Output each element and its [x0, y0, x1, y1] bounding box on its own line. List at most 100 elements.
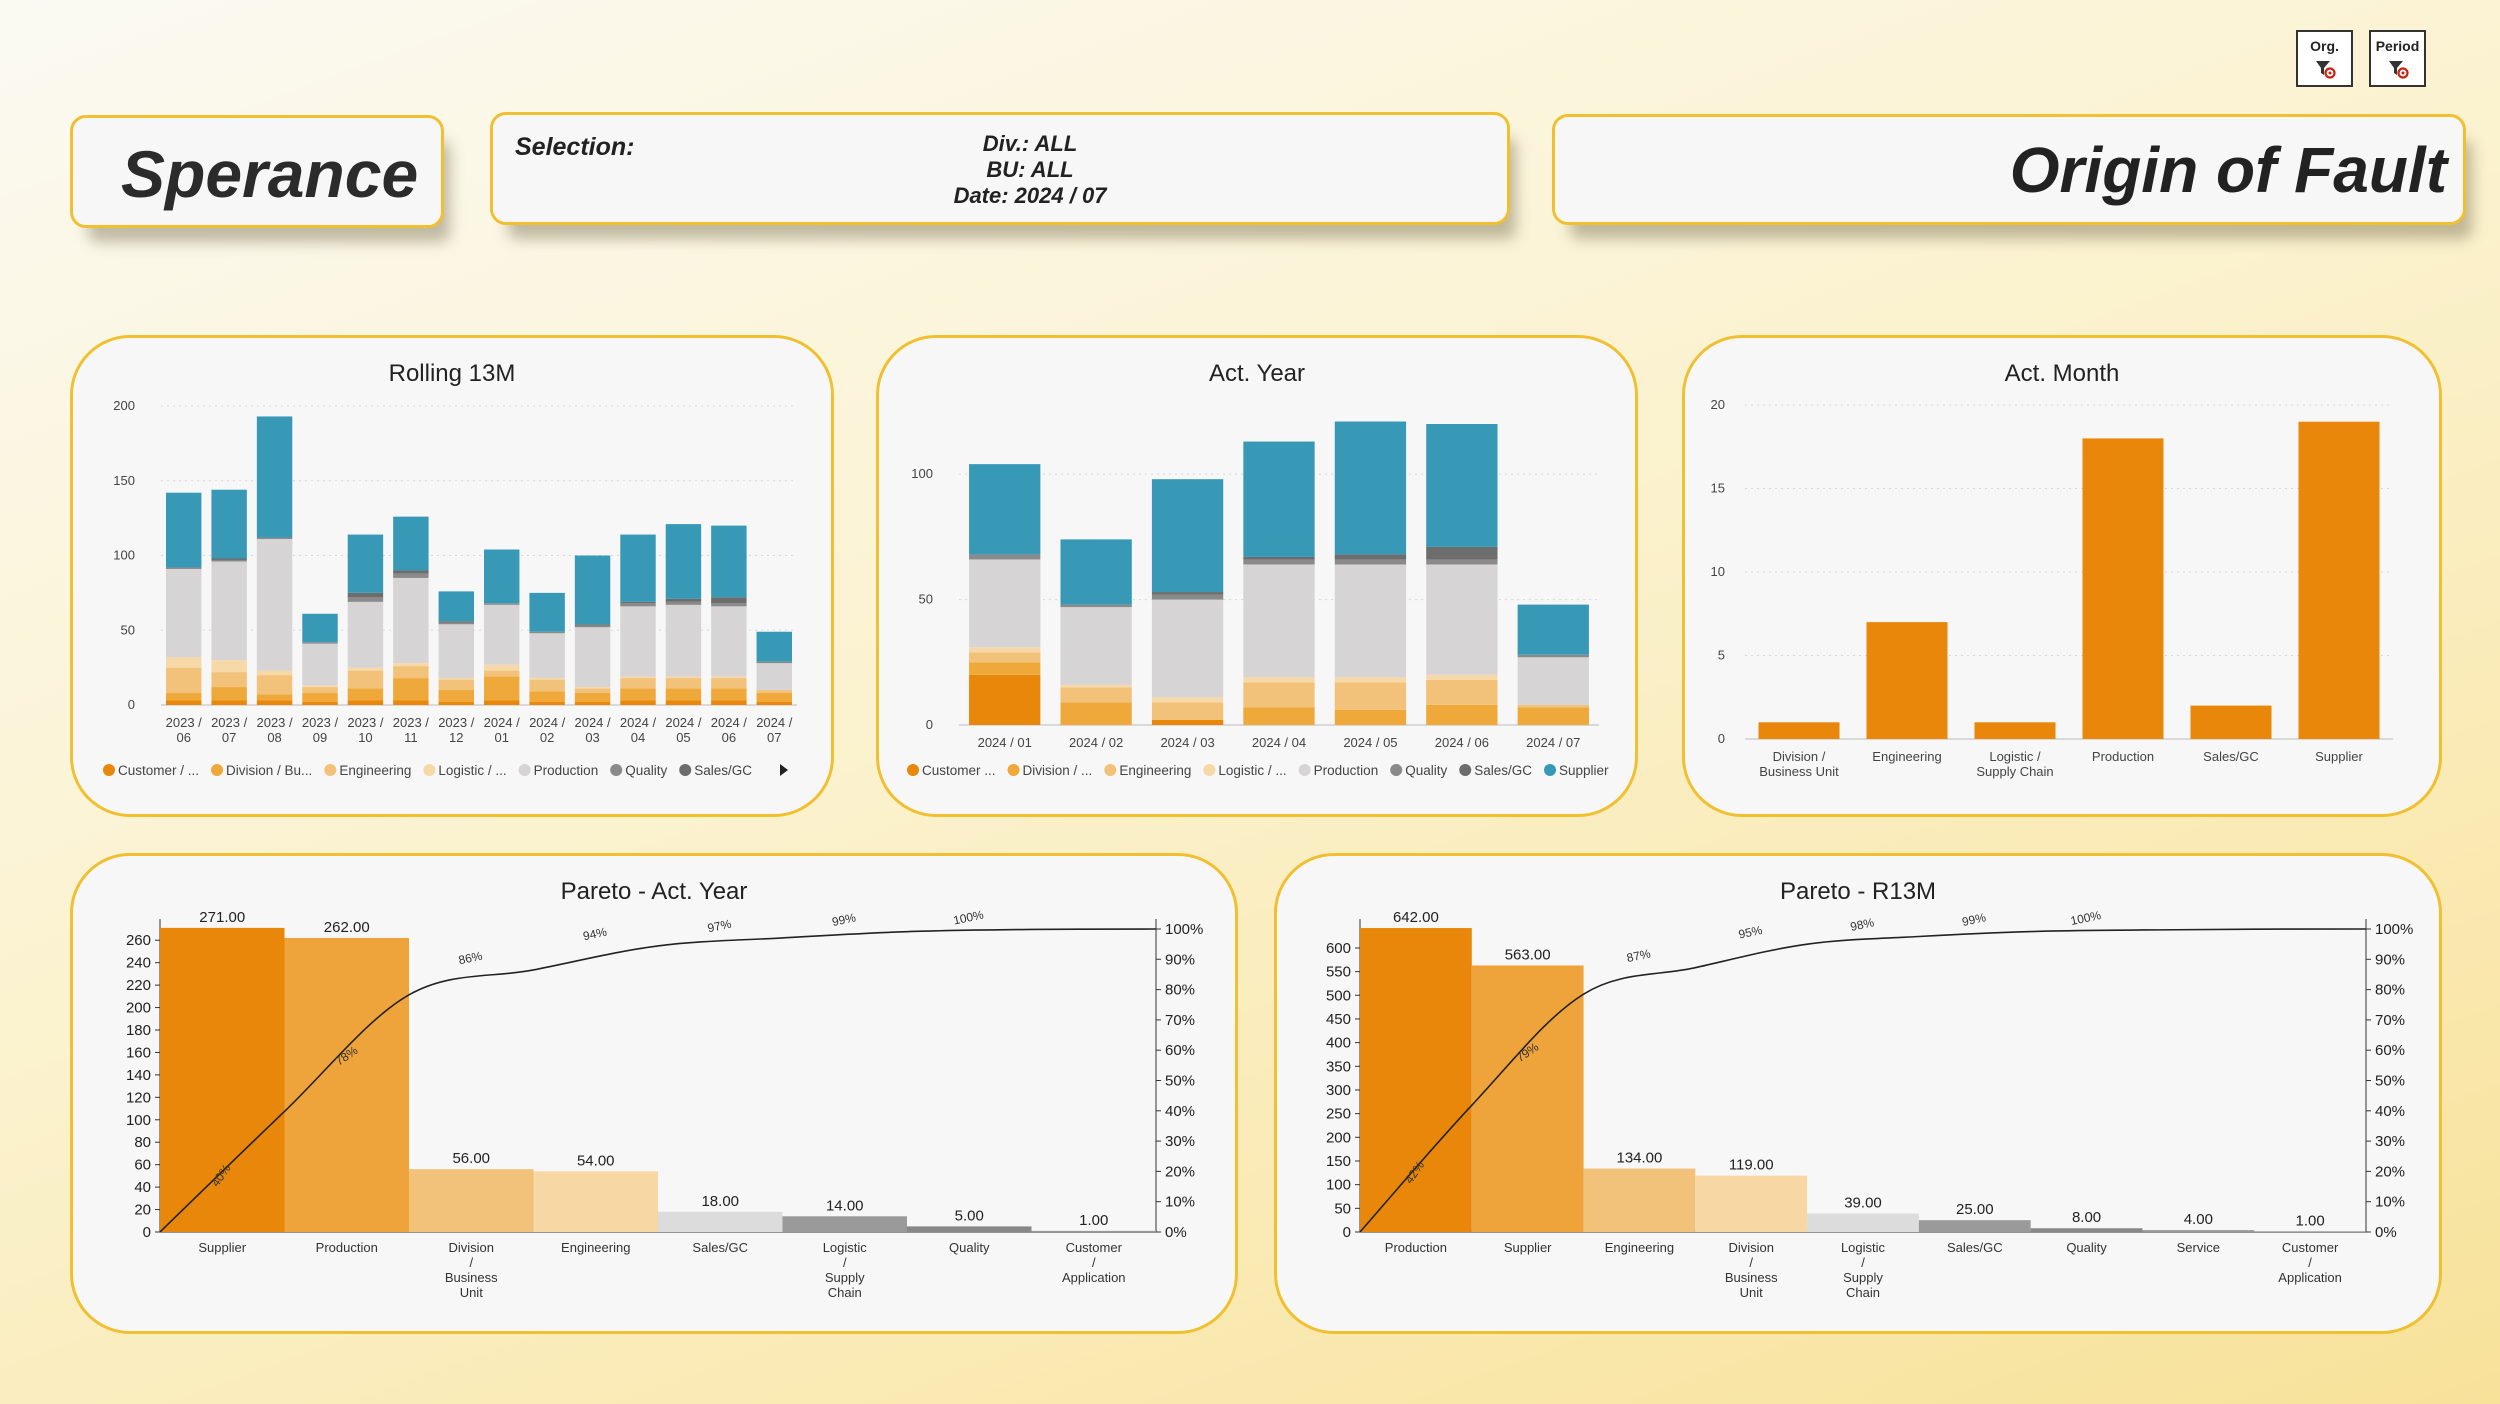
pareto-bar — [2142, 1230, 2255, 1232]
bar-segment-supplier — [393, 516, 429, 571]
bar-segment-supplier — [1334, 421, 1407, 555]
x-tick-label: Customer — [2282, 1240, 2339, 1255]
bar-segment-supplier — [1426, 424, 1498, 547]
y-tick-label: 600 — [1326, 940, 1351, 957]
bar-segment-salesgc — [1334, 554, 1407, 560]
legend-label: Engineering — [339, 763, 411, 778]
bar-segment-customer — [302, 702, 338, 705]
bar-segment-customer — [969, 674, 1041, 725]
chart-act-year: 0 50 100 2024 / 01 2024 / 02 2024 / 03 2024 / … — [907, 421, 1609, 778]
bar-segment-division — [665, 688, 702, 701]
y-tick-label: 450 — [1326, 1011, 1351, 1028]
bar-segment-quality — [1334, 559, 1407, 565]
x-tick-label: Unit — [1740, 1285, 1764, 1300]
chart-title-pareto-r13m: Pareto - R13M — [1779, 878, 1937, 905]
y-tick-label: 80 — [134, 1134, 151, 1151]
cumulative-label: 87% — [1625, 946, 1652, 965]
x-tick-label: 03 — [585, 730, 599, 745]
y2-tick-label: 100% — [1165, 921, 1203, 938]
legend-marker — [518, 764, 531, 776]
bar-segment-logistic — [1060, 684, 1132, 688]
y2-tick-label: 0% — [1165, 1224, 1187, 1241]
bar-segment-customer — [665, 700, 702, 705]
x-tick-label: 2024 / 03 — [1160, 735, 1214, 750]
x-tick-label: Supplier — [198, 1240, 246, 1255]
bar-segment-production — [529, 633, 565, 679]
x-tick-label: 2023 / — [302, 715, 339, 730]
bar-segment-production — [1243, 564, 1315, 678]
x-tick-label: 08 — [267, 730, 281, 745]
x-tick-label: / — [1092, 1255, 1096, 1270]
bar-segment-supplier — [711, 525, 747, 598]
y-tick-label: 100 — [126, 1112, 151, 1129]
legend-label: Engineering — [1119, 763, 1191, 778]
x-tick-label: 06 — [722, 730, 736, 745]
period-filter-button[interactable]: Period — [2369, 30, 2426, 87]
bar-segment-engineering — [529, 679, 565, 692]
bar-segment-salesgc — [438, 621, 475, 623]
pareto-bar — [1360, 928, 1472, 1232]
bar-segment-production — [969, 559, 1041, 648]
y-tick-label: 120 — [126, 1089, 151, 1106]
legend-marker — [211, 764, 224, 776]
pareto-bar — [409, 1169, 534, 1232]
x-tick-label: / — [843, 1255, 847, 1270]
org-filter-button[interactable]: Org. — [2296, 30, 2353, 87]
bar-segment-customer — [483, 700, 520, 705]
legend-label: Customer / ... — [118, 763, 199, 778]
bar-segment-quality — [347, 597, 384, 602]
y2-tick-label: 80% — [2375, 982, 2405, 999]
y2-tick-label: 10% — [2375, 1194, 2405, 1211]
bar-value-label: 4.00 — [2184, 1211, 2213, 1228]
x-tick-label: Service — [2177, 1240, 2220, 1255]
bar-segment-production — [665, 604, 702, 677]
legend-marker — [1007, 764, 1020, 776]
bar — [2082, 438, 2164, 739]
chart-title-act-year: Act. Year — [1208, 360, 1306, 387]
y2-tick-label: 90% — [1165, 951, 1195, 968]
y-tick-label: 150 — [1326, 1153, 1351, 1170]
x-tick-label: 2024 / — [529, 715, 566, 730]
cumulative-label: 99% — [1961, 910, 1988, 929]
y2-tick-label: 70% — [1165, 1012, 1195, 1029]
panel-rolling-13m: Rolling 13M 0 50 100 150 200 2023 /06 2023 /07… — [70, 335, 834, 817]
bar-segment-quality — [711, 603, 747, 607]
bar-value-label: 262.00 — [324, 919, 370, 936]
cumulative-label: 99% — [831, 910, 858, 929]
legend-label: Supplier — [1559, 763, 1609, 778]
y2-tick-label: 90% — [2375, 951, 2405, 968]
bar-segment-quality — [665, 601, 702, 605]
x-tick-label: 12 — [449, 730, 463, 745]
legend-label: Quality — [1405, 763, 1447, 778]
x-tick-label: 10 — [358, 730, 372, 745]
x-tick-label: 2023 / — [393, 715, 430, 730]
legend-marker — [907, 764, 919, 776]
bar-segment-logistic — [256, 670, 293, 676]
legend-marker — [1298, 764, 1311, 776]
cumulative-line — [159, 928, 1157, 1233]
x-tick-label: 2024 / 04 — [1252, 735, 1306, 750]
x-tick-label: Supply — [825, 1270, 865, 1285]
cumulative-line — [1359, 928, 2367, 1233]
bar-segment-logistic — [620, 676, 656, 679]
x-tick-label: Business — [1725, 1270, 1778, 1285]
bar-segment-supplier — [574, 555, 611, 625]
pareto-bar — [1031, 1230, 1156, 1232]
funnel-gear-icon — [2388, 61, 2409, 79]
y-tick-label: 50 — [121, 622, 135, 637]
bar-segment-division — [711, 688, 747, 701]
bar-value-label: 563.00 — [1505, 946, 1551, 963]
selection-box: Selection: Div.: ALL BU: ALL Date: 2024 … — [490, 112, 1510, 225]
bar-segment-quality — [529, 631, 565, 634]
bar-segment-engineering — [1151, 702, 1224, 720]
bar-segment-supplier — [1243, 441, 1315, 557]
x-tick-label: Engineering — [1605, 1240, 1674, 1255]
bar-segment-logistic — [1334, 677, 1407, 683]
bar-segment-quality — [1151, 594, 1224, 600]
x-tick-label: 2024 / — [756, 715, 793, 730]
bar-segment-division — [620, 688, 656, 701]
y-tick-label: 0 — [128, 697, 135, 712]
x-tick-label: Production — [2092, 749, 2154, 764]
x-tick-label: Division / — [1773, 749, 1826, 764]
y2-tick-label: 40% — [2375, 1103, 2405, 1120]
